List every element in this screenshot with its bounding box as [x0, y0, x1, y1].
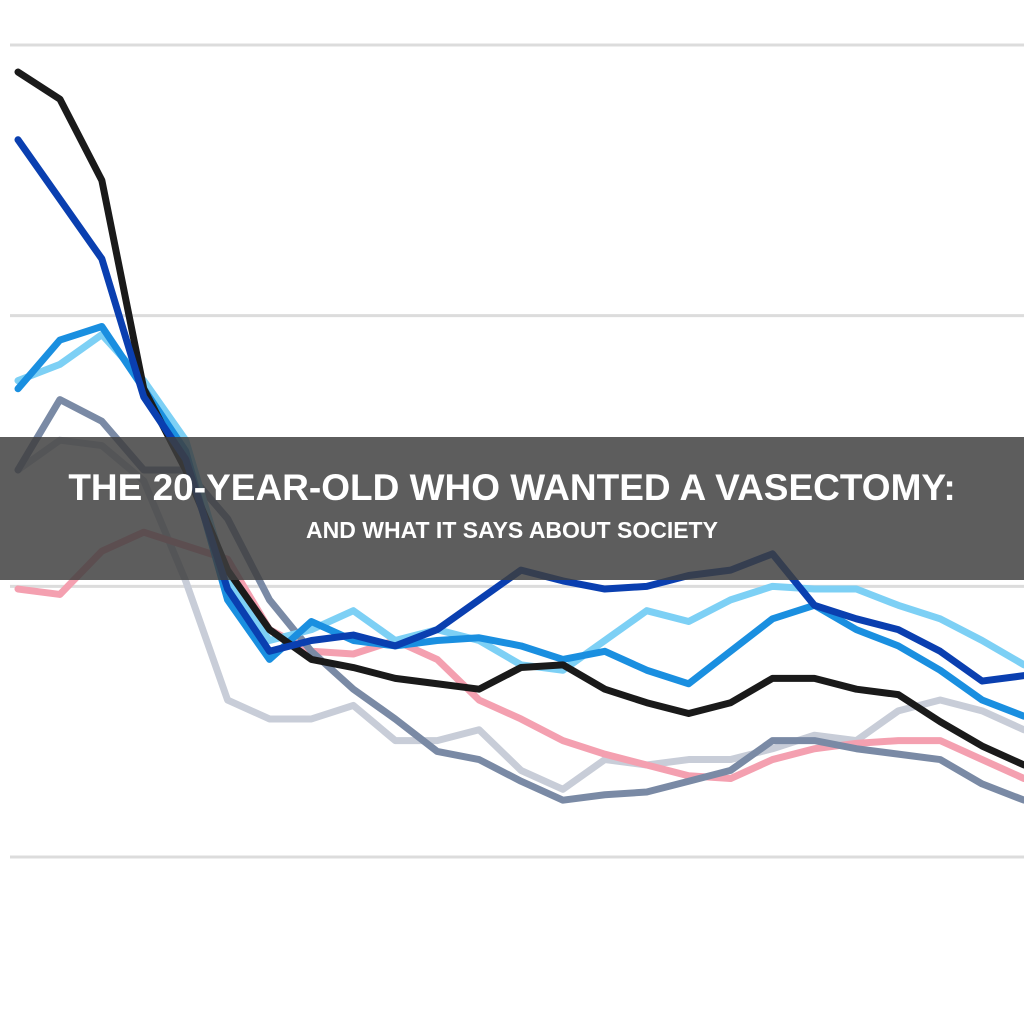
title-band — [0, 437, 1024, 580]
chart-title: THE 20-YEAR-OLD WHO WANTED A VASECTOMY: — [68, 467, 955, 508]
chart-subtitle: AND WHAT IT SAYS ABOUT SOCIETY — [306, 517, 718, 543]
